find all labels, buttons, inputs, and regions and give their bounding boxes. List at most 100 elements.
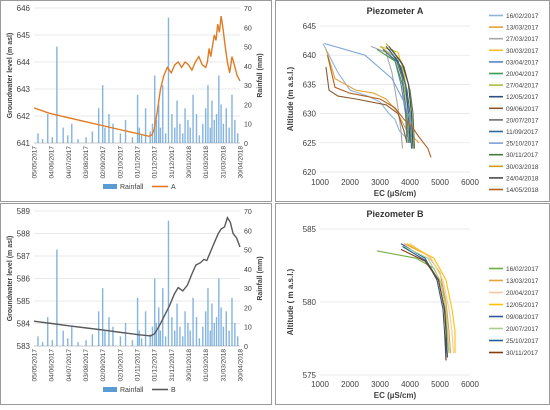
rainfall-bar [101,288,104,346]
legend-label: 25/10/2017 [506,141,539,148]
rainfall-bar [159,330,162,346]
rainfall-bar [231,297,233,346]
legend-label: 14/05/2018 [506,187,539,194]
rainfall-bar [171,114,173,143]
rainfall-bar [228,127,230,143]
rainfall-bar [225,311,227,346]
rainfall-bar [154,75,156,143]
legend-rainfall-swatch [103,184,117,189]
groundwater-line-a [33,15,241,138]
y-tick-label: 641 [17,139,31,148]
y2-tick-label: 60 [244,228,252,235]
y2-tick-label: 40 [244,64,252,71]
rainfall-bar [37,336,39,346]
rainfall-bar [184,108,186,143]
rainfall-bar [97,311,100,346]
rainfall-bar [62,330,64,346]
x-tick-label: 02/10/2017 [117,349,124,382]
rainfall-bar [189,330,191,346]
legend-label: 16/02/2017 [506,13,539,20]
y2-tick-label: 60 [244,25,252,32]
y-tick-label: 620 [303,168,317,177]
y-tick-label: 586 [17,275,31,284]
rainfall-bar [207,288,209,346]
legend-label: 20/07/2017 [506,117,539,124]
x-tick-label: 02/09/2017 [100,349,107,382]
y2-tick-label: 0 [244,344,248,351]
y2-tick-label: 70 [244,6,252,13]
legend-label: 12/05/2017 [506,302,539,309]
rainfall-bar [91,131,94,143]
rainfall-bar [174,330,176,346]
rainfall-bar [158,104,160,143]
rainfall-bar [37,133,39,143]
ec-series-line [382,48,408,138]
x-tick-label: 05/05/2017 [32,349,39,382]
rainfall-bar [192,297,194,346]
rainfall-bar [222,326,225,346]
y-tick-label: 580 [303,298,317,307]
x-tick-label: 02/10/2017 [117,146,124,179]
x-axis-title: EC (µS/cm) [374,189,417,198]
x-tick-label: 31/12/2017 [169,146,176,179]
y2-tick-label: 10 [244,122,252,129]
rainfall-bar [124,322,127,346]
legend-label: 13/03/2017 [506,25,539,32]
rainfall-bar [228,330,230,346]
x-tick-label: 01/12/2017 [152,349,159,382]
rainfall-bar [119,133,122,143]
rainfall-bar [91,334,94,346]
rainfall-bar [67,338,69,346]
rainfall-bar [202,123,204,143]
rainfall-bar [108,317,110,346]
ec-series-line [325,66,408,143]
y2-tick-label: 20 [244,305,252,312]
y-tick-label: 643 [17,85,31,94]
x-tick-label: 01/03/2018 [203,146,210,179]
legend-label: 20/04/2017 [506,290,539,297]
legend-label: 09/06/2017 [506,106,539,113]
y2-axis-title: Rainfall (mm) [257,256,264,300]
x-tick-label: 1000 [311,380,329,389]
y-tick-label: 575 [303,371,317,380]
rainfall-bar [144,108,147,143]
rainfall-bar [187,322,189,346]
rainfall-bar [140,338,143,346]
x-tick-label: 31/03/2018 [220,146,227,179]
rainfall-bar [85,137,87,143]
x-tick-label: 5000 [431,380,449,389]
y2-axis-title: Rainfall (mm) [257,53,264,97]
rainfall-bar [164,133,167,143]
y-tick-label: 587 [17,252,31,261]
rainfall-bar [101,85,104,143]
legend-label: 03/04/2017 [506,59,539,66]
x-tick-label: 03/08/2017 [83,349,90,382]
legend-rainfall-label: Rainfall [120,387,144,394]
x-tick-label: 4000 [401,178,419,187]
rainfall-bar [209,330,211,346]
rainfall-bar [62,127,64,143]
legend-line-label: A [171,184,176,191]
ec-series-line [322,43,408,143]
x-tick-label: 04/06/2017 [49,349,56,382]
legend-label: 27/04/2017 [506,83,539,90]
legend-label: 13/03/2017 [506,278,539,285]
rainfall-bar [119,336,122,346]
y-tick-label: 635 [303,80,317,89]
rainfall-bar [77,342,79,346]
legend-label: 20/04/2017 [506,71,539,78]
y-tick-label: 642 [17,112,31,121]
rainfall-bar [77,139,79,143]
rainfall-bar [138,127,140,143]
y-axis-title: Altitude (m a.s.l.) [286,66,295,131]
y2-tick-label: 70 [244,209,252,216]
rainfall-bar [51,340,54,346]
rainfall-bar [47,114,49,143]
x-tick-label: 04/07/2017 [66,146,73,179]
y-tick-label: 585 [303,225,317,234]
x-tick-label: 1000 [311,178,329,187]
y-tick-label: 644 [17,58,31,67]
rainfall-bar [187,119,189,143]
legend-label: 20/07/2017 [506,326,539,333]
